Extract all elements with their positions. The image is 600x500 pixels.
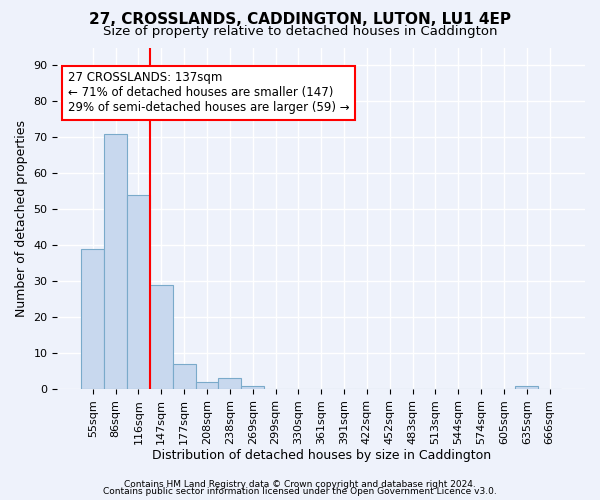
Text: 27, CROSSLANDS, CADDINGTON, LUTON, LU1 4EP: 27, CROSSLANDS, CADDINGTON, LUTON, LU1 4… bbox=[89, 12, 511, 28]
Text: 27 CROSSLANDS: 137sqm
← 71% of detached houses are smaller (147)
29% of semi-det: 27 CROSSLANDS: 137sqm ← 71% of detached … bbox=[68, 72, 350, 114]
Bar bbox=[196, 382, 218, 389]
X-axis label: Distribution of detached houses by size in Caddington: Distribution of detached houses by size … bbox=[152, 450, 491, 462]
Text: Contains public sector information licensed under the Open Government Licence v3: Contains public sector information licen… bbox=[103, 487, 497, 496]
Bar bbox=[104, 134, 127, 389]
Bar bbox=[515, 386, 538, 389]
Y-axis label: Number of detached properties: Number of detached properties bbox=[15, 120, 28, 317]
Text: Contains HM Land Registry data © Crown copyright and database right 2024.: Contains HM Land Registry data © Crown c… bbox=[124, 480, 476, 489]
Bar bbox=[241, 386, 264, 389]
Bar bbox=[150, 285, 173, 389]
Bar bbox=[127, 195, 150, 389]
Bar bbox=[173, 364, 196, 389]
Bar bbox=[82, 249, 104, 389]
Bar bbox=[218, 378, 241, 389]
Text: Size of property relative to detached houses in Caddington: Size of property relative to detached ho… bbox=[103, 25, 497, 38]
